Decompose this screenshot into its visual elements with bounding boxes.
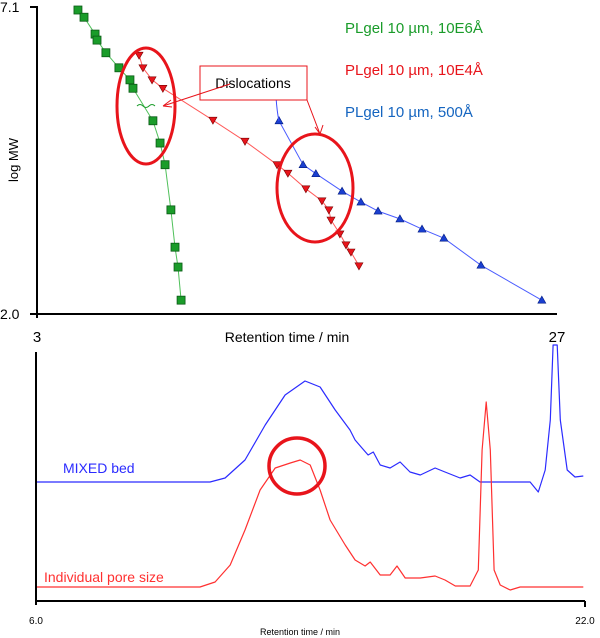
top-chart: 7.1 2.0 log MW 3 27 Retention time / min… xyxy=(0,0,565,346)
data-point-square xyxy=(101,48,111,58)
data-point-triangle-up xyxy=(373,206,383,215)
data-point-square xyxy=(79,12,89,22)
trace-label-mixed-bed: MIXED bed xyxy=(63,460,135,476)
data-point-triangle-up xyxy=(356,197,366,206)
data-point-triangle-up xyxy=(417,224,427,233)
dislocation-ellipse-right xyxy=(275,132,355,244)
y-tick-label-min: 2.0 xyxy=(0,306,20,322)
data-point-triangle-down xyxy=(346,248,356,257)
data-point-square xyxy=(160,160,170,170)
data-point-square xyxy=(155,138,165,148)
data-point-triangle-up xyxy=(311,169,321,178)
blue-curve-start xyxy=(275,96,280,122)
data-point-triangle-down xyxy=(324,206,334,215)
data-point-square xyxy=(92,35,102,45)
trace-label-individual-pore-size: Individual pore size xyxy=(44,569,164,585)
data-point-square xyxy=(166,205,176,215)
y-tick-label-max: 7.1 xyxy=(0,0,20,15)
annotation-arrow-right xyxy=(306,99,324,135)
legend-entry-500: PLgel 10 µm, 500Å xyxy=(345,104,473,121)
series-line-1 xyxy=(138,55,360,267)
data-point-triangle-down xyxy=(341,241,351,250)
data-point-triangle-down xyxy=(134,51,144,60)
data-point-triangle-down xyxy=(240,137,250,146)
bottom-chart: MIXED bed Individual pore size 6.0 22.0 … xyxy=(29,344,595,637)
data-point-square xyxy=(170,242,180,252)
data-point-triangle-down xyxy=(208,116,218,125)
data-point-square xyxy=(73,5,83,15)
data-point-triangle-up xyxy=(537,295,547,304)
data-point-triangle-up xyxy=(395,214,405,223)
data-point-square xyxy=(148,116,158,126)
chromatogram-individual-pore-size xyxy=(37,401,584,591)
chromatogram-mixed-bed xyxy=(37,344,584,493)
bottom-x-tick-label-min: 6.0 xyxy=(29,616,43,627)
data-point-triangle-up xyxy=(337,186,347,195)
data-point-triangle-down xyxy=(317,197,327,206)
bottom-x-axis-label: Retention time / min xyxy=(260,627,340,637)
green-dislocation-wiggle xyxy=(136,104,156,108)
legend-entry-10e6: PLgel 10 µm, 10E6Å xyxy=(345,20,483,37)
data-point-triangle-down xyxy=(158,84,168,93)
data-point-triangle-up xyxy=(439,233,449,242)
data-point-triangle-down xyxy=(326,216,336,225)
x-tick-label-max: 27 xyxy=(549,329,566,346)
data-point-triangle-down xyxy=(283,169,293,178)
highlight-circle xyxy=(267,436,327,496)
dislocation-ellipse-left xyxy=(115,46,177,166)
data-point-square xyxy=(173,262,183,272)
annotation-box xyxy=(199,65,308,101)
bottom-x-tick-label-max: 22.0 xyxy=(575,616,595,627)
data-point-triangle-down xyxy=(147,76,157,85)
data-point-triangle-up xyxy=(298,160,308,169)
x-axis-label: Retention time / min xyxy=(225,329,350,345)
x-tick-label-min: 3 xyxy=(33,329,41,346)
annotation-arrow-left xyxy=(162,83,231,108)
data-point-triangle-up xyxy=(476,260,486,269)
series-line-2 xyxy=(278,120,543,301)
annotation-dislocations: Dislocations xyxy=(215,75,290,91)
data-point-triangle-down xyxy=(301,185,311,194)
data-point-triangle-down xyxy=(354,262,364,271)
legend-entry-10e4: PLgel 10 µm, 10E4Å xyxy=(345,62,483,79)
data-point-triangle-down xyxy=(138,64,148,73)
data-point-square xyxy=(128,83,138,93)
data-point-square xyxy=(125,75,135,85)
y-axis-label: log MW xyxy=(6,137,21,182)
data-point-square xyxy=(176,295,186,305)
